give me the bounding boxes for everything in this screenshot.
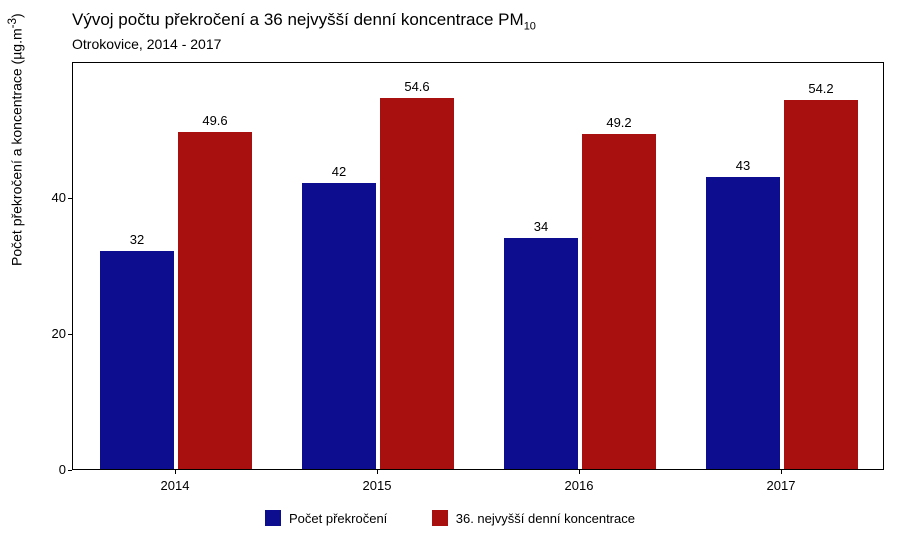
bar-value-label: 34 (504, 219, 578, 234)
bar (100, 251, 174, 469)
bar-value-label: 43 (706, 158, 780, 173)
y-tick-label: 40 (26, 190, 66, 205)
y-tick-label: 20 (26, 326, 66, 341)
bar-value-label: 54.2 (784, 81, 858, 96)
y-tick-mark (68, 470, 72, 471)
bar (302, 183, 376, 469)
bar (706, 177, 780, 469)
legend: Počet překročení 36. nejvyšší denní konc… (0, 510, 900, 531)
bar (504, 238, 578, 469)
y-axis-label: Počet překročení a koncentrace (µg.m-3) (6, 13, 25, 266)
legend-label-1: 36. nejvyšší denní koncentrace (456, 511, 635, 526)
bar (784, 100, 858, 469)
bar-value-label: 42 (302, 164, 376, 179)
bar-value-label: 54.6 (380, 79, 454, 94)
y-tick-mark (68, 334, 72, 335)
x-tick-mark (579, 470, 580, 474)
x-tick-label: 2017 (751, 478, 811, 493)
x-tick-label: 2015 (347, 478, 407, 493)
chart-title-sub: 10 (524, 20, 536, 32)
legend-label-0: Počet překročení (289, 511, 387, 526)
bar-value-label: 49.2 (582, 115, 656, 130)
y-tick-label: 0 (26, 462, 66, 477)
x-tick-label: 2014 (145, 478, 205, 493)
bar (380, 98, 454, 469)
x-tick-mark (175, 470, 176, 474)
chart-title-text: Vývoj počtu překročení a 36 nejvyšší den… (72, 10, 524, 29)
bar (178, 132, 252, 469)
bar-value-label: 32 (100, 232, 174, 247)
legend-swatch-0 (265, 510, 281, 526)
chart-title: Vývoj počtu překročení a 36 nejvyšší den… (72, 10, 536, 32)
x-tick-mark (377, 470, 378, 474)
bar (582, 134, 656, 469)
legend-item-0: Počet překročení (265, 510, 387, 526)
plot-area: 32 49.6 42 54.6 34 49.2 43 54.2 (72, 62, 884, 470)
legend-swatch-1 (432, 510, 448, 526)
bar-value-label: 49.6 (178, 113, 252, 128)
x-tick-mark (781, 470, 782, 474)
legend-item-1: 36. nejvyšší denní koncentrace (432, 510, 635, 526)
y-tick-mark (68, 198, 72, 199)
x-tick-label: 2016 (549, 478, 609, 493)
chart-subtitle: Otrokovice, 2014 - 2017 (72, 36, 221, 52)
